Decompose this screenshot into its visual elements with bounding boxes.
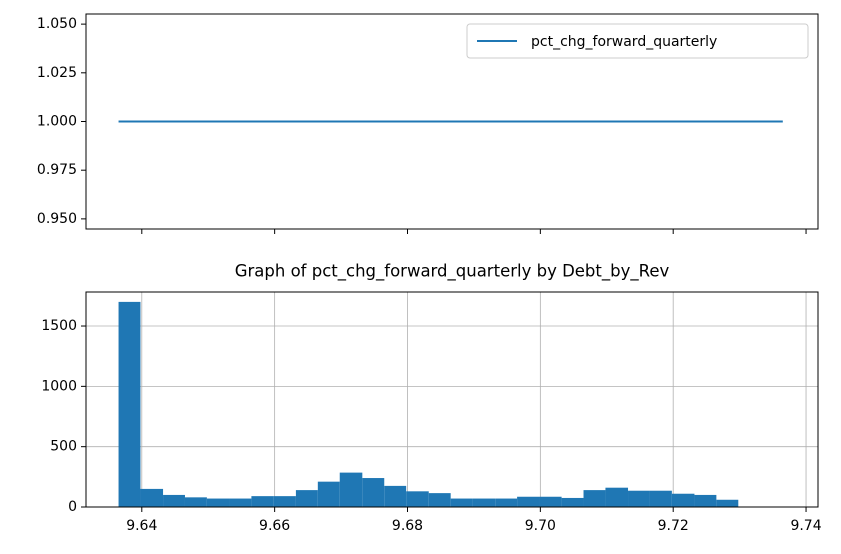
bar — [339, 472, 363, 507]
y-tick-label: 0 — [68, 499, 77, 515]
y-tick-label: 0.950 — [37, 211, 77, 227]
bar — [317, 481, 340, 507]
legend-label: pct_chg_forward_quarterly — [531, 34, 717, 50]
bar — [472, 498, 496, 507]
bar — [118, 301, 141, 507]
y-tick-label: 1000 — [41, 378, 77, 394]
y-tick-label: 1.025 — [37, 65, 77, 81]
bar — [251, 496, 274, 507]
bar — [406, 491, 429, 507]
x-tick-label: 9.64 — [126, 518, 157, 534]
bar — [384, 485, 407, 507]
bar — [206, 498, 230, 507]
bar — [628, 490, 650, 507]
bar — [583, 490, 606, 507]
bar — [671, 493, 695, 507]
chart-title: Graph of pct_chg_forward_quarterly by De… — [235, 262, 670, 282]
bar — [140, 488, 164, 507]
bar — [428, 493, 451, 507]
bar — [694, 494, 717, 507]
y-tick-label: 500 — [50, 439, 77, 455]
axes-frame — [85, 13, 819, 230]
x-tick-label: 9.70 — [525, 518, 556, 534]
axes-frame — [85, 291, 819, 508]
bar — [561, 497, 584, 507]
bar — [184, 497, 207, 507]
x-tick-label: 9.74 — [790, 518, 821, 534]
y-tick-label: 1500 — [41, 318, 77, 334]
bar — [295, 490, 318, 507]
bar — [229, 498, 252, 507]
bar — [605, 487, 629, 507]
bar — [649, 490, 672, 507]
bar — [450, 498, 473, 507]
bar — [517, 496, 540, 507]
bar — [716, 499, 739, 507]
y-tick-label: 1.050 — [37, 16, 77, 32]
x-tick-label: 9.68 — [392, 518, 423, 534]
bar — [539, 496, 562, 507]
legend-box — [466, 23, 809, 59]
bar — [362, 478, 385, 507]
bar — [163, 494, 185, 507]
bar — [495, 498, 518, 507]
y-tick-label: 1.000 — [37, 114, 77, 130]
bar — [273, 496, 296, 507]
x-tick-label: 9.72 — [658, 518, 689, 534]
y-tick-label: 0.975 — [37, 162, 77, 178]
x-tick-label: 9.66 — [259, 518, 290, 534]
